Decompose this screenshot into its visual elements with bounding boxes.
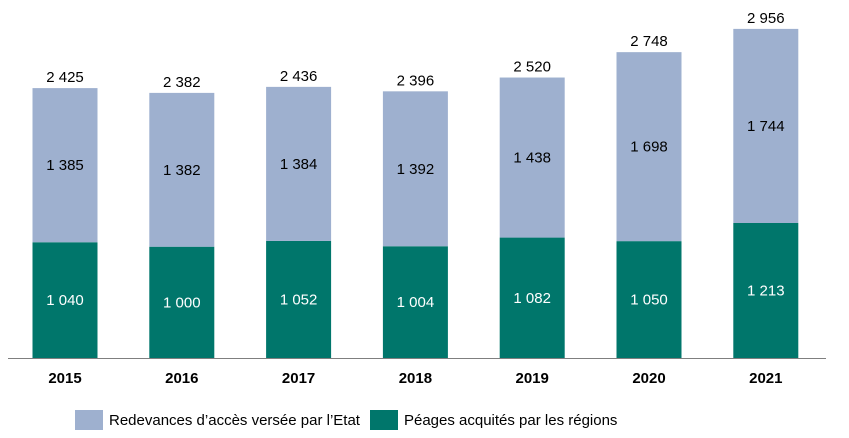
data-label-peages-2021: 1 213 — [747, 282, 785, 299]
x-tick-label-2019: 2019 — [516, 370, 549, 387]
bar-redevances-2019 — [499, 77, 565, 238]
legend-swatch-peages — [369, 410, 398, 430]
x-tick-label-2018: 2018 — [399, 370, 432, 387]
x-tick-label-2017: 2017 — [282, 370, 315, 387]
bar-redevances-2016 — [149, 92, 215, 247]
data-label-redevances-2017: 1 384 — [280, 156, 318, 173]
data-label-peages-2019: 1 082 — [513, 290, 551, 307]
data-label-redevances-2021: 1 744 — [747, 118, 785, 135]
data-label-peages-2020: 1 050 — [630, 292, 668, 309]
bar-peages-2015 — [32, 242, 98, 358]
legend-swatch-redevances — [75, 410, 103, 430]
data-label-total-2018: 2 396 — [397, 72, 435, 89]
data-label-redevances-2018: 1 392 — [397, 161, 435, 178]
bar-peages-2020 — [616, 241, 682, 358]
bar-redevances-2018 — [382, 91, 448, 247]
bar-redevances-2020 — [616, 52, 682, 242]
bar-redevances-2021 — [733, 28, 799, 223]
data-label-peages-2016: 1 000 — [163, 294, 201, 311]
bar-redevances-2015 — [32, 88, 98, 243]
legend-item-peages: Péages acquités par les régions — [369, 410, 618, 430]
x-tick-label-2016: 2016 — [165, 370, 198, 387]
data-label-total-2017: 2 436 — [280, 68, 318, 85]
data-label-peages-2017: 1 052 — [280, 291, 318, 308]
legend-item-redevances: Redevances d’accès versée par l’Etat — [75, 410, 360, 430]
stacked-bar-chart: 1 040 1 385 2 425 2015 1 000 1 382 2 382 2016 1 … — [8, 10, 826, 387]
bar-redevances-2017 — [266, 86, 332, 241]
data-label-total-2016: 2 382 — [163, 74, 201, 91]
data-label-total-2019: 2 520 — [513, 59, 551, 76]
x-tick-label-2020: 2020 — [632, 370, 665, 387]
data-label-redevances-2020: 1 698 — [630, 139, 668, 156]
data-label-peages-2018: 1 004 — [397, 294, 435, 311]
legend: Redevances d’accès versée par l’Etat Péa… — [75, 410, 627, 430]
legend-label-peages: Péages acquités par les régions — [403, 411, 618, 429]
data-label-redevances-2019: 1 438 — [513, 150, 551, 167]
bar-peages-2021 — [733, 222, 799, 358]
data-label-total-2020: 2 748 — [630, 33, 668, 50]
data-label-peages-2015: 1 040 — [46, 292, 84, 309]
bar-peages-2017 — [266, 240, 332, 358]
x-tick-label-2021: 2021 — [749, 370, 782, 387]
legend-label-redevances: Redevances d’accès versée par l’Etat — [109, 411, 360, 429]
bar-peages-2016 — [149, 246, 215, 358]
data-label-total-2021: 2 956 — [747, 10, 785, 27]
bar-peages-2018 — [382, 246, 448, 358]
data-label-redevances-2016: 1 382 — [163, 162, 201, 179]
data-label-redevances-2015: 1 385 — [46, 157, 84, 174]
x-tick-label-2015: 2015 — [48, 370, 81, 387]
bar-peages-2019 — [499, 237, 565, 358]
data-label-total-2015: 2 425 — [46, 69, 84, 86]
